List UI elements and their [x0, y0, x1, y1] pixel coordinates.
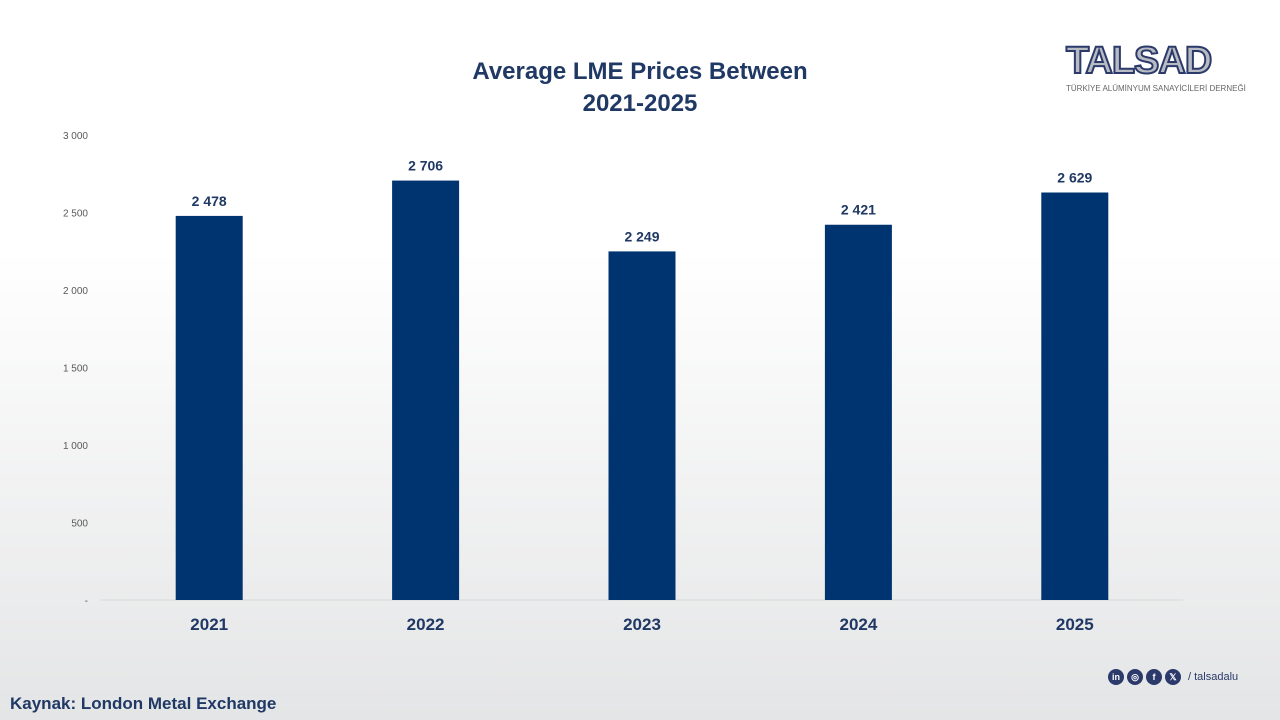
y-tick-label: 2 500 — [63, 209, 88, 220]
data-label: 2 421 — [841, 202, 876, 218]
data-label: 2 706 — [408, 158, 443, 174]
logo-subtitle: TÜRKİYE ALÜMİNYUM SANAYİCİLERİ DERNEĞİ — [1066, 84, 1246, 93]
linkedin-icon[interactable]: in — [1108, 669, 1124, 685]
y-tick-label: 2 000 — [63, 286, 88, 297]
data-label: 2 249 — [624, 228, 659, 244]
data-label: 2 629 — [1057, 170, 1092, 186]
y-tick-label: - — [85, 596, 88, 607]
bar-2021 — [175, 215, 243, 600]
x-icon[interactable]: 𝕏 — [1165, 669, 1181, 685]
x-tick-label: 2022 — [407, 615, 445, 634]
bar-2023 — [608, 251, 676, 600]
source-note: Kaynak: London Metal Exchange — [10, 694, 277, 713]
title-line-2: 2021-2025 — [582, 90, 698, 117]
logo-wordmark: TALSAD — [1065, 39, 1213, 83]
data-label: 2 478 — [192, 193, 227, 209]
y-tick-label: 500 — [71, 519, 88, 530]
talsad-logo: TALSAD TÜRKİYE ALÜMİNYUM SANAYİCİLERİ DE… — [1065, 39, 1246, 94]
x-tick-label: 2021 — [190, 615, 228, 634]
title-line-1: Average LME Prices Between — [472, 58, 808, 85]
instagram-icon[interactable]: ◎ — [1127, 669, 1143, 685]
x-tick-label: 2025 — [1056, 615, 1094, 634]
social-links: in ◎ f 𝕏 / talsadalu — [1108, 669, 1238, 685]
y-tick-label: 1 500 — [63, 364, 88, 375]
y-tick-label: 1 000 — [63, 441, 88, 452]
x-tick-label: 2023 — [623, 615, 661, 634]
bar-2024 — [824, 224, 892, 600]
facebook-icon[interactable]: f — [1146, 669, 1162, 685]
bar-2025 — [1041, 192, 1109, 600]
y-tick-label: 3 000 — [63, 131, 88, 142]
x-tick-label: 2024 — [839, 615, 877, 634]
bar-2022 — [392, 180, 460, 600]
chart-title: Average LME Prices Between 2021-2025 — [380, 56, 900, 120]
social-handle[interactable]: / talsadalu — [1188, 671, 1239, 683]
